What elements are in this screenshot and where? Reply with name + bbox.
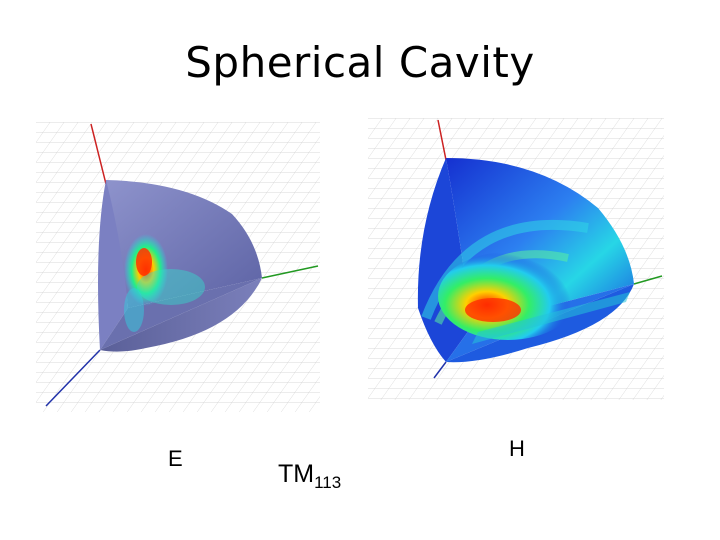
cut-face bbox=[100, 278, 262, 350]
bottom-face bbox=[100, 278, 262, 352]
y-axis bbox=[261, 265, 319, 279]
e-field-ring bbox=[137, 269, 205, 305]
e-field-peak bbox=[136, 248, 152, 276]
mode-label-subscript: 113 bbox=[314, 473, 342, 492]
h-field-label: H bbox=[509, 436, 525, 461]
z-axis bbox=[437, 119, 447, 161]
h-field-plot bbox=[368, 118, 664, 400]
mode-label: TM113 bbox=[278, 460, 341, 493]
h-field-bottom-band bbox=[472, 292, 630, 344]
h-field-ring-outer bbox=[421, 219, 589, 320]
mode-label-main: TM bbox=[278, 460, 315, 488]
e-field-plot bbox=[36, 122, 320, 412]
h-field-peak bbox=[465, 298, 521, 322]
e-field-label: E bbox=[168, 446, 183, 471]
y-axis bbox=[633, 275, 663, 285]
x-axis bbox=[433, 361, 447, 379]
z-axis bbox=[90, 123, 107, 185]
slide-title: Spherical Cavity bbox=[185, 38, 535, 87]
x-axis bbox=[45, 349, 101, 407]
e-field-lobe bbox=[124, 288, 144, 332]
